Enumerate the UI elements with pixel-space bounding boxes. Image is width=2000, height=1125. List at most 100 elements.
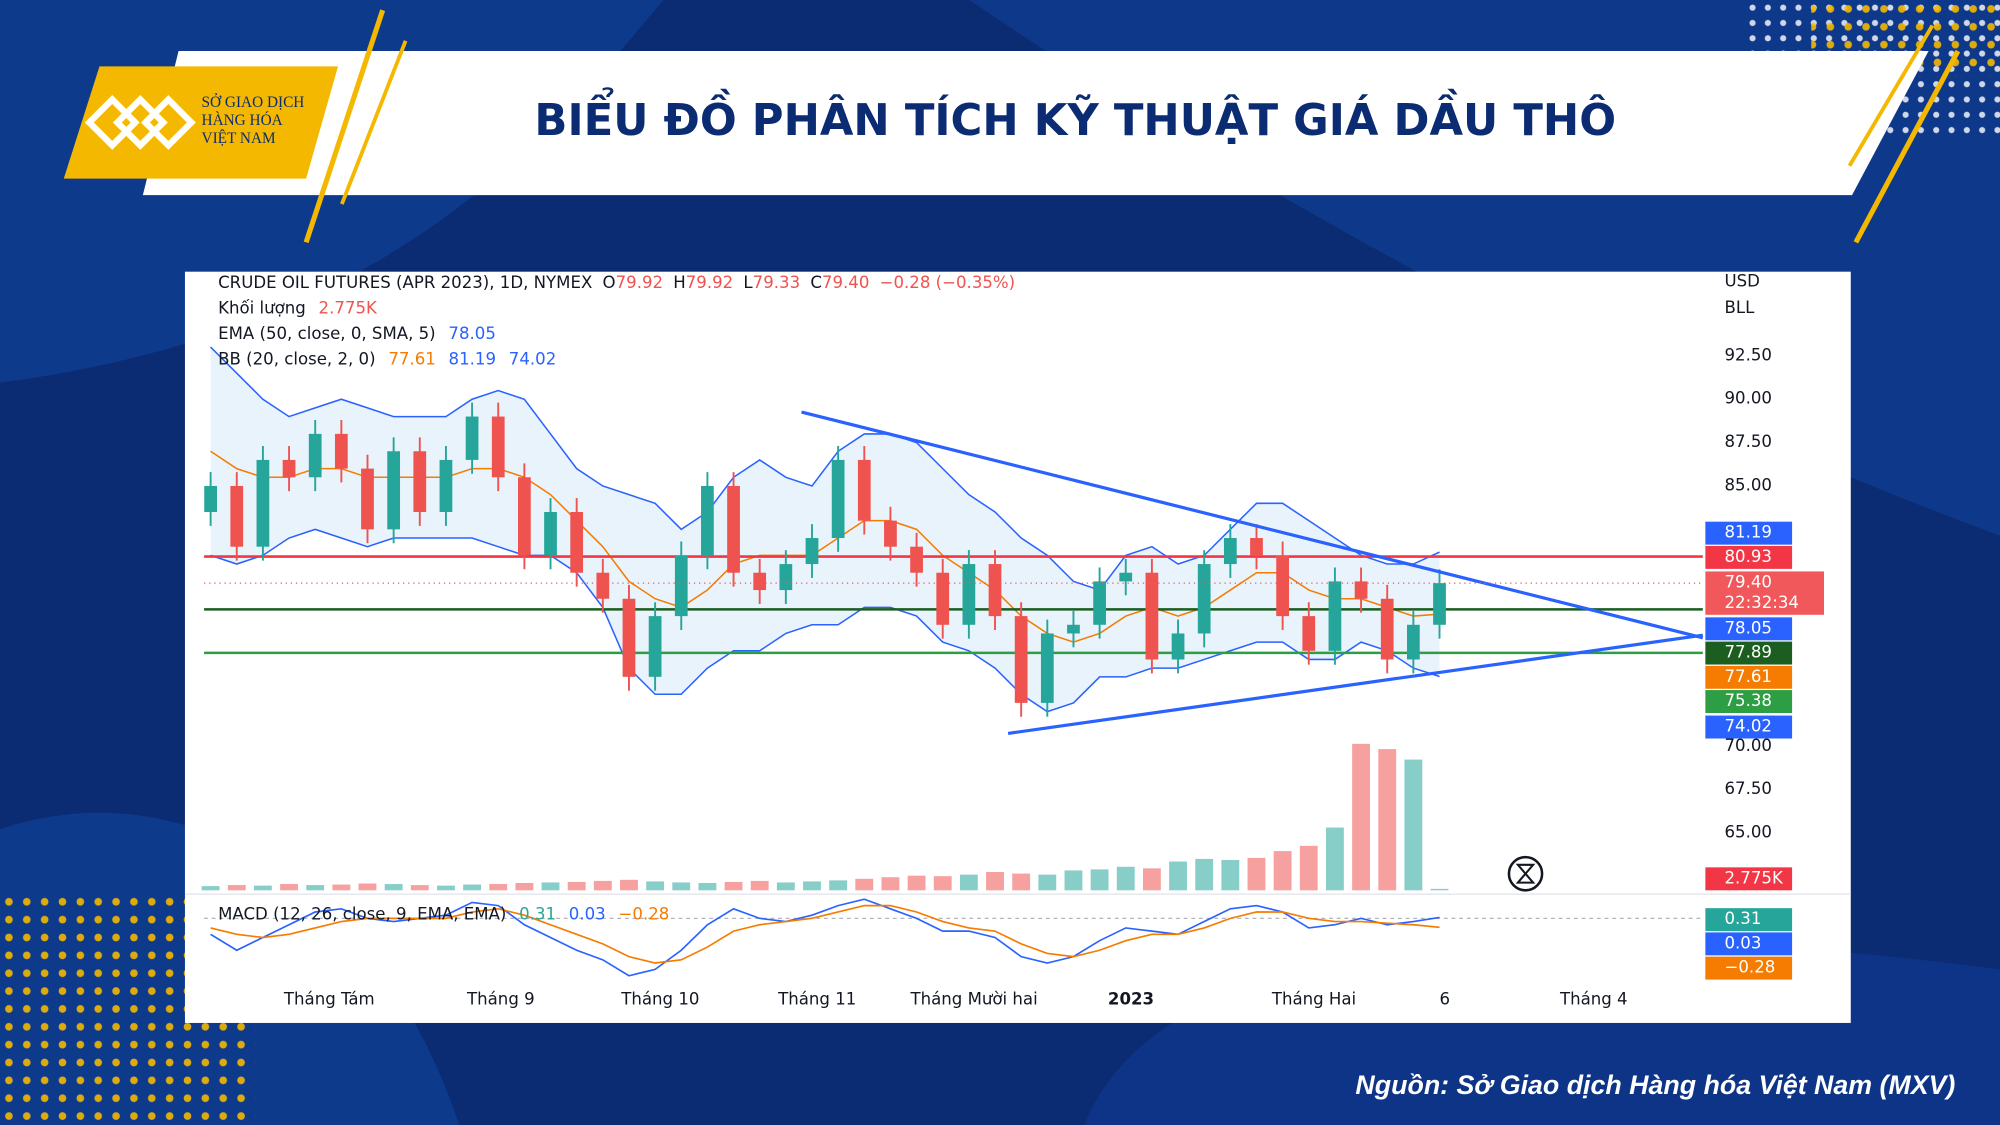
legend-item: O: [603, 273, 616, 292]
volume-bar: [829, 880, 848, 891]
price-label: 80.93: [1724, 547, 1771, 566]
legend-item: 78.05: [448, 324, 495, 343]
price-label-box: [1705, 641, 1793, 665]
logo-line: SỞ GIAO DỊCH: [202, 94, 305, 111]
y-tick-label: 87.50: [1724, 432, 1771, 451]
volume-bar: [437, 885, 455, 891]
volume-bar: [1090, 869, 1109, 891]
candle-body: [204, 485, 217, 512]
volume-bar: [280, 884, 298, 891]
price-countdown: 22:32:34: [1724, 593, 1798, 612]
candle-body: [1093, 581, 1106, 625]
legend-item: 77.61: [388, 349, 435, 368]
candle-body: [256, 459, 270, 547]
price-label-box: [1705, 545, 1793, 569]
legend-item: 79.40: [822, 273, 869, 292]
legend-item: −0.28 (−0.35%): [880, 273, 1016, 292]
candle-body: [1328, 581, 1342, 651]
legend-item: Khối lượng: [218, 298, 306, 317]
candle-body: [1119, 572, 1133, 582]
candle-body: [570, 511, 584, 573]
volume-bar: [1247, 857, 1266, 891]
x-tick-label: Tháng Tám: [283, 990, 375, 1009]
bb-upper: [210, 346, 1440, 591]
page-title: BIỂU ĐỒ PHÂN TÍCH KỸ THUẬT GIÁ DẦU THÔ: [534, 88, 1616, 146]
volume-bar: [1038, 874, 1057, 891]
legend-item: 0.31: [519, 904, 556, 923]
x-tick-label: Tháng Mười hai: [909, 990, 1037, 1009]
legend-item: 79.92: [686, 273, 733, 292]
volume-bar: [672, 882, 691, 891]
candle-body: [1197, 564, 1211, 634]
candle-body: [1171, 633, 1185, 660]
candle-body: [230, 485, 244, 547]
y-tick-label: 67.50: [1724, 779, 1771, 798]
legend-row: Khối lượng 2.775K: [218, 298, 378, 317]
x-tick-label: Tháng 9: [466, 990, 535, 1009]
volume-bar: [410, 885, 429, 891]
legend-item: 2.775K: [319, 298, 378, 317]
logo-line: HÀNG HÓA: [202, 112, 283, 129]
volume-bar: [227, 885, 246, 891]
candle-body: [805, 538, 819, 565]
macd-signal: [210, 904, 1440, 964]
volume-bar: [306, 885, 325, 891]
volume-bar: [1404, 759, 1423, 891]
y-tick-label: 92.50: [1724, 345, 1771, 364]
volume-bar: [1064, 870, 1083, 891]
candle-body: [648, 616, 662, 677]
candle-body: [413, 451, 427, 512]
candle-body: [1406, 624, 1420, 660]
volume-bar: [541, 882, 560, 891]
volume-bar: [1430, 888, 1449, 891]
legend-item: 81.19: [449, 349, 496, 368]
price-label: 77.61: [1724, 667, 1771, 686]
volume-bar: [1012, 873, 1031, 891]
currency: USD: [1724, 271, 1759, 290]
candle-body: [857, 459, 871, 521]
legend-item: 74.02: [509, 349, 556, 368]
candle-body: [387, 451, 401, 530]
candle-body: [753, 572, 767, 591]
candle-body: [622, 598, 636, 677]
candle-body: [308, 433, 322, 478]
candle-body: [491, 416, 505, 478]
candle-body: [962, 564, 976, 625]
volume-bar: [907, 875, 926, 891]
y-tick-label: 90.00: [1724, 389, 1771, 408]
legend-item: 0.03: [569, 904, 606, 923]
volume-bar: [1169, 861, 1187, 891]
volume-bar: [1116, 866, 1135, 891]
price-label-box: [1705, 690, 1793, 714]
macd-label-box: [1705, 908, 1793, 932]
candle-body: [884, 520, 897, 547]
y-tick-label: 70.00: [1724, 736, 1771, 755]
candle-body: [596, 572, 610, 599]
candle-body: [361, 468, 374, 530]
candle-body: [701, 485, 714, 556]
legend-item: L: [743, 273, 753, 292]
candle-body: [518, 477, 531, 556]
trendline: [801, 410, 1704, 640]
candle-body: [910, 546, 923, 573]
legend-item: −0.28: [619, 904, 670, 923]
header-banner: SỞ GIAO DỊCH HÀNG HÓA VIỆT NAM BIỂU ĐỒ P…: [63, 9, 1961, 244]
candle-body: [1067, 624, 1080, 634]
trendline: [1007, 633, 1704, 736]
price-label-box: [1705, 521, 1793, 545]
volume-bar: [933, 876, 952, 891]
volume-bar: [1378, 749, 1397, 891]
candle-body: [1250, 538, 1263, 556]
volume-bar: [646, 881, 665, 891]
price-label-box: [1705, 571, 1824, 615]
price-label: 78.05: [1724, 618, 1771, 637]
volume-bar: [959, 874, 978, 891]
chart: 92.50 90.00 87.50 85.00 70.00 67.50 65.00 USD BL…: [184, 271, 1851, 1009]
bb-lower: [210, 528, 1440, 713]
price-label: 81.19: [1724, 523, 1771, 542]
replay-icon-glass: [1515, 863, 1536, 884]
candle-body: [334, 433, 348, 469]
macd-label: −0.28: [1724, 958, 1775, 977]
candle-body: [1223, 538, 1237, 565]
price-label: 77.89: [1724, 643, 1771, 662]
